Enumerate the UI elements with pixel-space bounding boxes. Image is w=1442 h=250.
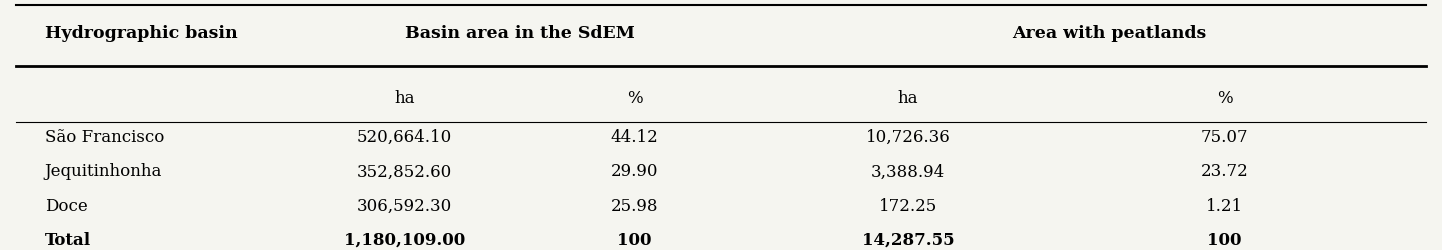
- Text: 3,388.94: 3,388.94: [871, 163, 945, 180]
- Text: 172.25: 172.25: [880, 197, 937, 214]
- Text: 29.90: 29.90: [611, 163, 659, 180]
- Text: 100: 100: [1207, 231, 1242, 248]
- Text: Area with peatlands: Area with peatlands: [1012, 24, 1207, 42]
- Text: ha: ha: [898, 90, 919, 107]
- Text: %: %: [1217, 90, 1233, 107]
- Text: 10,726.36: 10,726.36: [865, 129, 950, 146]
- Text: 44.12: 44.12: [611, 129, 659, 146]
- Text: 23.72: 23.72: [1201, 163, 1249, 180]
- Text: Hydrographic basin: Hydrographic basin: [45, 24, 236, 42]
- Text: 14,287.55: 14,287.55: [862, 231, 955, 248]
- Text: 75.07: 75.07: [1201, 129, 1249, 146]
- Text: 352,852.60: 352,852.60: [356, 163, 451, 180]
- Text: 1,180,109.00: 1,180,109.00: [343, 231, 464, 248]
- Text: 306,592.30: 306,592.30: [356, 197, 451, 214]
- Text: 25.98: 25.98: [611, 197, 659, 214]
- Text: 1.21: 1.21: [1206, 197, 1243, 214]
- Text: 520,664.10: 520,664.10: [356, 129, 451, 146]
- Text: 100: 100: [617, 231, 652, 248]
- Text: Basin area in the SdEM: Basin area in the SdEM: [405, 24, 634, 42]
- Text: Doce: Doce: [45, 197, 88, 214]
- Text: ha: ha: [394, 90, 415, 107]
- Text: Total: Total: [45, 231, 91, 248]
- Text: Jequitinhonha: Jequitinhonha: [45, 163, 162, 180]
- Text: %: %: [627, 90, 643, 107]
- Text: São Francisco: São Francisco: [45, 129, 164, 146]
